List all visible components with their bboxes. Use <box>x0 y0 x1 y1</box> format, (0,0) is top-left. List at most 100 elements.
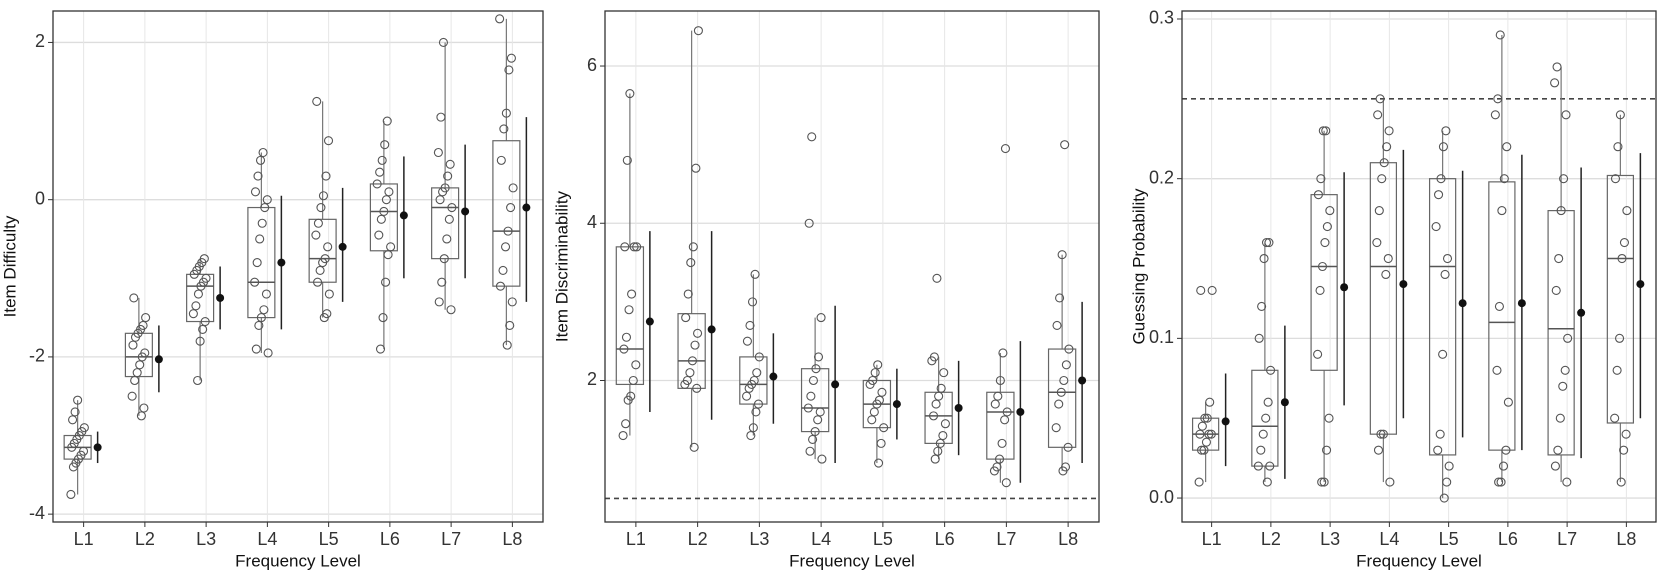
mean-point <box>338 242 347 251</box>
data-point <box>439 254 449 264</box>
data-point <box>140 348 150 358</box>
data-point <box>139 403 149 413</box>
data-point <box>868 375 878 386</box>
data-point <box>807 132 817 142</box>
y-tick-label: -4 <box>29 503 45 523</box>
data-point <box>688 242 698 252</box>
data-point <box>813 352 824 362</box>
plot-background <box>605 11 1099 522</box>
plot-background <box>1182 11 1656 522</box>
data-point <box>201 273 211 283</box>
box <box>800 368 830 433</box>
data-point <box>810 427 820 437</box>
data-point <box>870 368 880 378</box>
x-tick-label: L1 <box>1202 529 1222 549</box>
data-point <box>374 230 384 240</box>
box <box>492 140 521 287</box>
plot-background <box>53 11 543 522</box>
mean-point <box>216 293 225 302</box>
x-tick-label: L3 <box>749 529 769 549</box>
data-point <box>1438 142 1448 152</box>
data-point <box>433 147 443 158</box>
data-point <box>817 454 827 464</box>
data-point <box>1375 94 1385 104</box>
data-point <box>1205 397 1215 407</box>
data-point <box>70 407 80 417</box>
data-point <box>261 289 271 299</box>
data-point <box>79 423 89 433</box>
x-tick-label: L7 <box>996 529 1016 549</box>
data-point <box>1195 429 1205 439</box>
panel: 2 4 6 L1 L2 L3 L4 L5 L6 L7 L8 Frequency Level Item D… <box>552 10 1100 570</box>
data-point <box>692 383 702 393</box>
data-point <box>877 387 887 397</box>
data-point <box>1442 253 1453 264</box>
x-tick-label: L7 <box>1557 529 1577 549</box>
data-point <box>936 383 946 393</box>
data-point <box>312 96 322 106</box>
data-point <box>132 368 142 378</box>
data-point <box>1617 253 1627 264</box>
data-point <box>1317 477 1327 487</box>
data-point <box>435 195 445 205</box>
data-point <box>1315 285 1325 296</box>
data-point <box>627 289 637 299</box>
x-tick-label: L2 <box>688 529 708 549</box>
box <box>1310 194 1338 371</box>
data-point <box>1201 437 1211 447</box>
data-point <box>619 344 629 354</box>
data-point <box>939 368 949 378</box>
data-point <box>262 195 272 205</box>
box <box>369 183 398 252</box>
data-point <box>749 375 759 386</box>
data-point <box>869 407 879 417</box>
box <box>1547 210 1575 456</box>
x-tick-label: L8 <box>502 529 522 549</box>
data-point <box>1064 344 1074 354</box>
data-point <box>1495 30 1505 40</box>
data-point <box>1313 349 1323 359</box>
data-point <box>874 395 884 405</box>
data-point <box>255 155 266 165</box>
data-point <box>1318 126 1328 136</box>
data-point <box>1383 253 1393 264</box>
x-tick-label: L5 <box>873 529 893 549</box>
box <box>431 187 460 260</box>
x-tick-label: L8 <box>1058 529 1078 549</box>
data-point <box>1551 285 1561 296</box>
data-point <box>873 360 883 370</box>
data-point <box>1051 423 1061 433</box>
data-point <box>1435 429 1445 439</box>
data-point <box>1254 333 1264 343</box>
x-axis-title: Frequency Level <box>1356 551 1482 570</box>
data-point <box>447 202 457 213</box>
data-point <box>1442 477 1452 487</box>
data-point <box>691 163 701 173</box>
data-point <box>506 202 516 213</box>
y-tick-label: -2 <box>29 346 45 366</box>
data-point <box>1384 126 1394 136</box>
data-point <box>200 316 210 327</box>
data-point <box>1501 445 1511 455</box>
data-point <box>811 364 821 374</box>
data-point <box>136 411 146 421</box>
data-point <box>805 446 815 456</box>
panel: -4 -2 0 2 L1 L2 L3 L4 L5 L6 L7 L8 Frequency Level Ite… <box>0 10 544 570</box>
data-point <box>1615 333 1625 343</box>
x-tick-label: L3 <box>196 529 216 549</box>
data-point <box>1196 285 1206 296</box>
data-point <box>930 454 940 464</box>
data-point <box>1434 190 1444 200</box>
data-point <box>1493 94 1503 104</box>
data-point <box>631 360 641 370</box>
box <box>739 356 768 405</box>
data-point <box>1492 365 1502 375</box>
data-point <box>1206 429 1216 439</box>
mean-point <box>461 207 470 216</box>
data-point <box>1320 237 1330 248</box>
data-point <box>1052 320 1062 331</box>
data-point <box>259 305 269 315</box>
data-point <box>1258 429 1268 439</box>
data-point <box>1438 349 1448 359</box>
y-axis-title: Guessing Probability <box>1129 188 1148 344</box>
